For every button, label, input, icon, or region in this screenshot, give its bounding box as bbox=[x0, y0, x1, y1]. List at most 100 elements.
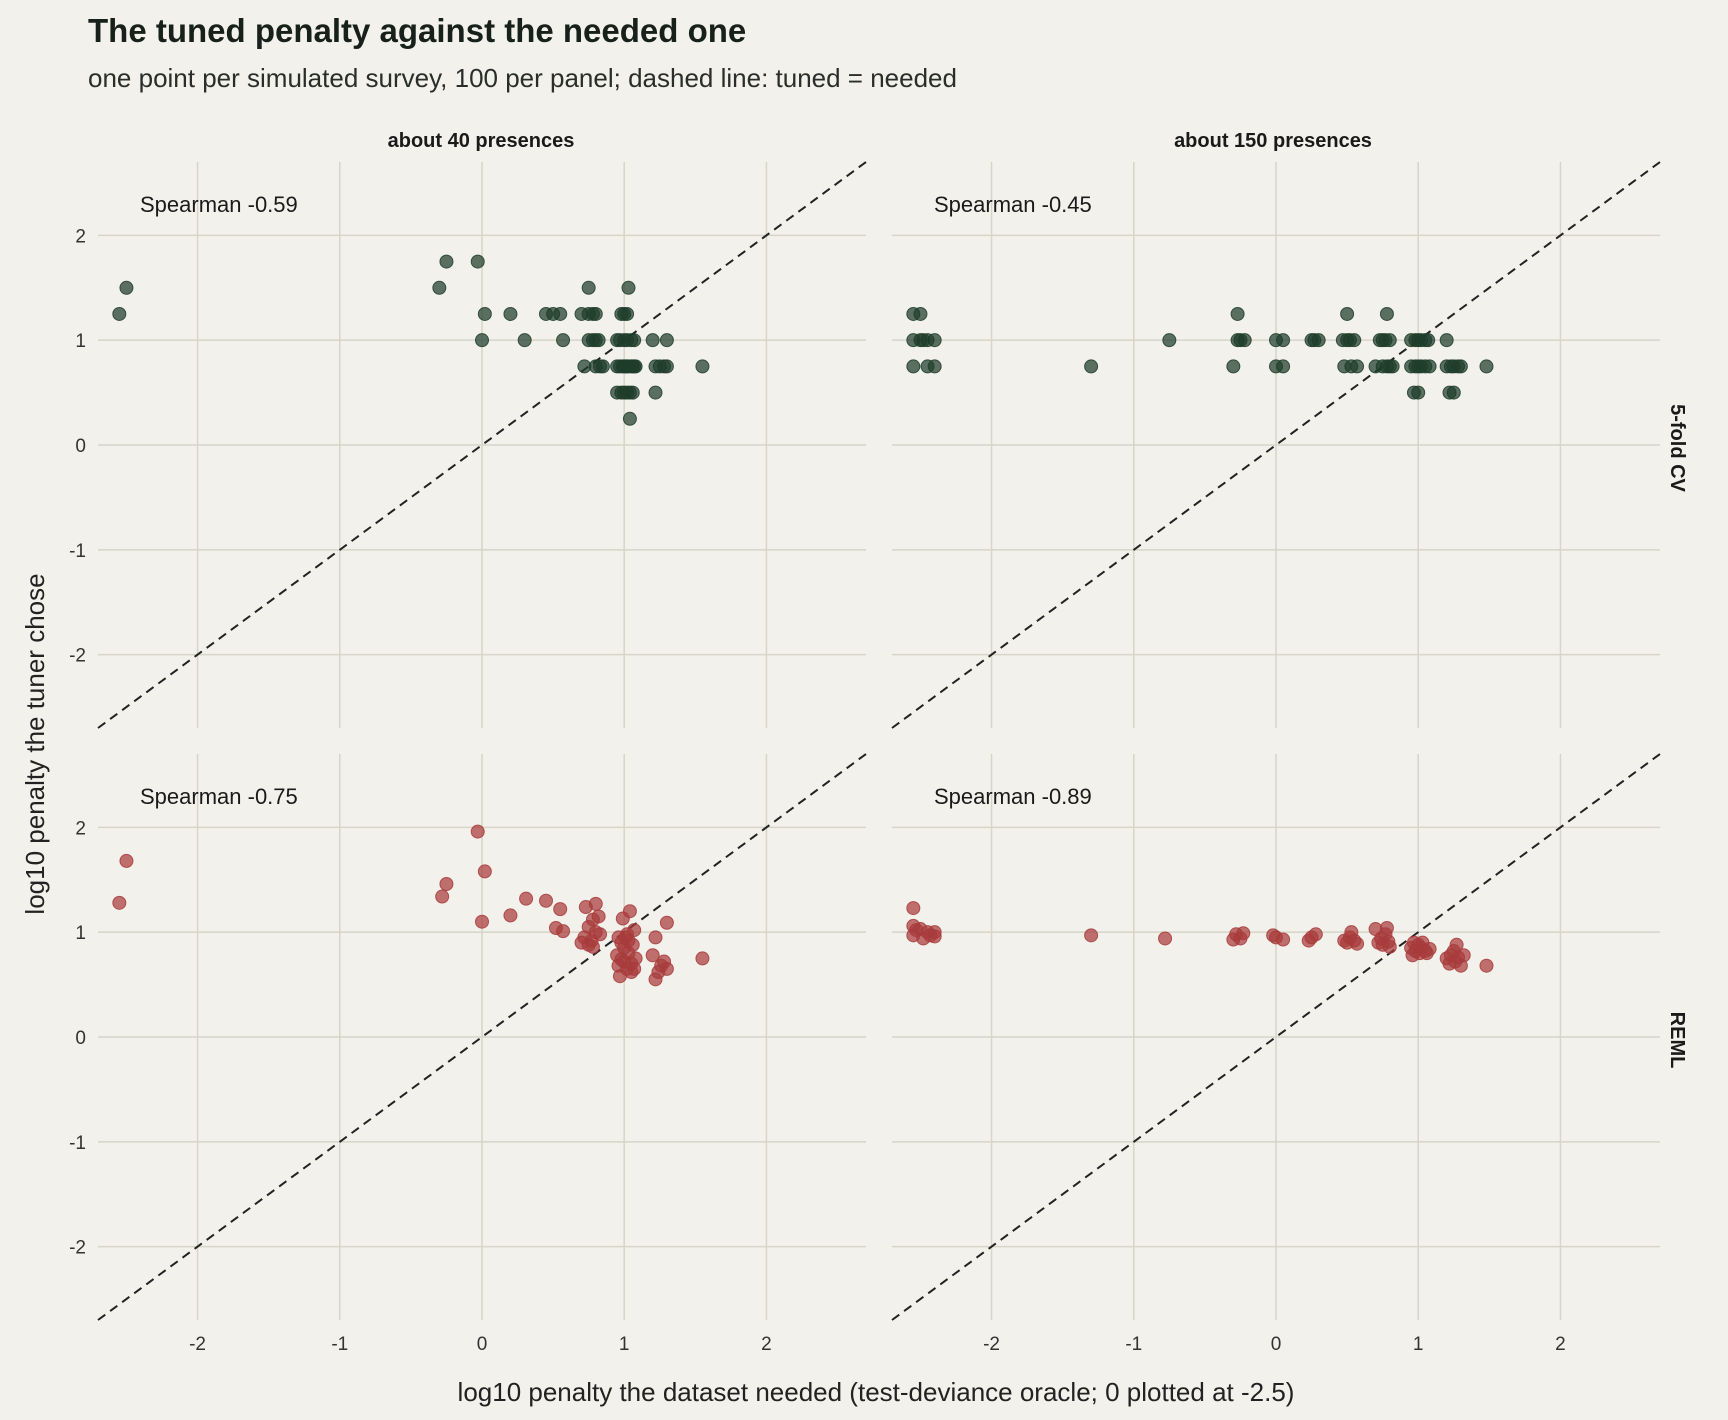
data-point bbox=[1422, 359, 1437, 374]
data-point bbox=[648, 385, 663, 400]
panel-1: Spearman -0.59 -2 -1 0 1 2 bbox=[69, 161, 867, 729]
data-point bbox=[1084, 928, 1099, 943]
data-point bbox=[695, 359, 710, 374]
data-point bbox=[621, 280, 636, 295]
data-point bbox=[695, 951, 710, 966]
data-point bbox=[1456, 948, 1471, 963]
data-point bbox=[1340, 306, 1355, 321]
data-point bbox=[1308, 927, 1323, 942]
data-point bbox=[1226, 359, 1241, 374]
data-point bbox=[1276, 333, 1291, 348]
data-point bbox=[927, 333, 942, 348]
data-point bbox=[470, 824, 485, 839]
data-point bbox=[435, 889, 450, 904]
column-label-150: about 150 presences bbox=[1174, 130, 1372, 152]
identity-line bbox=[891, 753, 1661, 1321]
data-point bbox=[927, 359, 942, 374]
data-point bbox=[1311, 333, 1326, 348]
x-tick-label: 1 bbox=[619, 1334, 630, 1355]
y-tick-label: 2 bbox=[75, 818, 86, 839]
data-point bbox=[1382, 333, 1397, 348]
x-tick-label: -1 bbox=[331, 1334, 348, 1355]
data-point bbox=[624, 965, 639, 980]
data-point bbox=[1479, 359, 1494, 374]
data-point bbox=[553, 902, 568, 917]
x-axis-label: log10 penalty the dataset needed (test-d… bbox=[458, 1377, 1295, 1407]
x-tick-label: -2 bbox=[983, 1334, 1000, 1355]
data-point bbox=[1237, 333, 1252, 348]
data-point bbox=[1439, 333, 1454, 348]
data-point bbox=[906, 359, 921, 374]
panel-3: Spearman -0.75 -2 -1 0 1 2 -2 -1 0 1 2 bbox=[69, 753, 867, 1355]
data-point bbox=[1382, 939, 1397, 954]
data-point bbox=[517, 333, 532, 348]
data-point bbox=[119, 280, 134, 295]
x-tick-label: 0 bbox=[477, 1334, 488, 1355]
data-point bbox=[622, 411, 637, 426]
data-point bbox=[645, 333, 660, 348]
panel-4: Spearman -0.89 -2 -1 0 1 2 bbox=[891, 753, 1661, 1355]
data-point bbox=[475, 333, 489, 348]
data-point bbox=[1422, 941, 1437, 956]
data-point bbox=[588, 306, 603, 321]
data-point bbox=[581, 280, 596, 295]
data-point bbox=[1421, 333, 1436, 348]
y-tick-label: 1 bbox=[75, 923, 86, 944]
x-tick-label: -2 bbox=[189, 1334, 206, 1355]
data-point bbox=[622, 904, 637, 919]
data-point bbox=[1453, 359, 1468, 374]
y-tick-label: 0 bbox=[75, 1028, 86, 1049]
x-tick-label: 2 bbox=[1555, 1334, 1566, 1355]
data-point bbox=[475, 914, 489, 929]
data-point bbox=[1411, 385, 1426, 400]
row-label-cv: 5-fold CV bbox=[1666, 404, 1688, 492]
data-point bbox=[659, 359, 674, 374]
y-tick-label: -2 bbox=[69, 1238, 86, 1259]
column-label-40: about 40 presences bbox=[388, 130, 575, 152]
chart-subtitle: one point per simulated survey, 100 per … bbox=[88, 63, 957, 93]
data-point bbox=[1162, 333, 1177, 348]
x-tick-label: 1 bbox=[1413, 1334, 1424, 1355]
data-point bbox=[539, 893, 553, 908]
data-point bbox=[470, 254, 485, 269]
data-point bbox=[1236, 926, 1251, 941]
data-point bbox=[625, 385, 640, 400]
data-point bbox=[556, 924, 571, 939]
chart-title: The tuned penalty against the needed one bbox=[88, 12, 747, 49]
data-point bbox=[659, 333, 674, 348]
data-point bbox=[439, 876, 454, 891]
data-point bbox=[1379, 306, 1394, 321]
data-point bbox=[439, 254, 454, 269]
data-point bbox=[614, 952, 629, 967]
spearman-annotation: Spearman -0.45 bbox=[934, 192, 1092, 217]
spearman-annotation: Spearman -0.89 bbox=[934, 784, 1092, 809]
data-point bbox=[593, 927, 608, 942]
data-point bbox=[1347, 333, 1362, 348]
data-point bbox=[659, 915, 674, 930]
data-point bbox=[648, 930, 663, 945]
identity-line bbox=[97, 161, 867, 729]
x-tick-label: 2 bbox=[761, 1334, 772, 1355]
data-point bbox=[906, 901, 921, 916]
data-point bbox=[627, 333, 642, 348]
identity-line bbox=[891, 161, 1661, 729]
data-point bbox=[119, 853, 134, 868]
identity-line bbox=[97, 753, 867, 1321]
data-point bbox=[620, 306, 635, 321]
data-point bbox=[1446, 385, 1461, 400]
y-tick-label: 2 bbox=[75, 226, 86, 247]
data-point bbox=[595, 359, 610, 374]
panel-2: Spearman -0.45 bbox=[891, 161, 1661, 729]
y-tick-label: 1 bbox=[75, 331, 86, 352]
data-point bbox=[585, 939, 600, 954]
data-point bbox=[1276, 932, 1291, 947]
data-point bbox=[477, 306, 492, 321]
data-point bbox=[591, 333, 606, 348]
row-label-reml: REML bbox=[1666, 1012, 1688, 1069]
data-point bbox=[1276, 359, 1291, 374]
data-point bbox=[1479, 958, 1494, 973]
y-axis-label: log10 penalty the tuner chose bbox=[20, 573, 50, 914]
data-point bbox=[503, 306, 518, 321]
data-point bbox=[628, 359, 643, 374]
data-point bbox=[1230, 306, 1245, 321]
